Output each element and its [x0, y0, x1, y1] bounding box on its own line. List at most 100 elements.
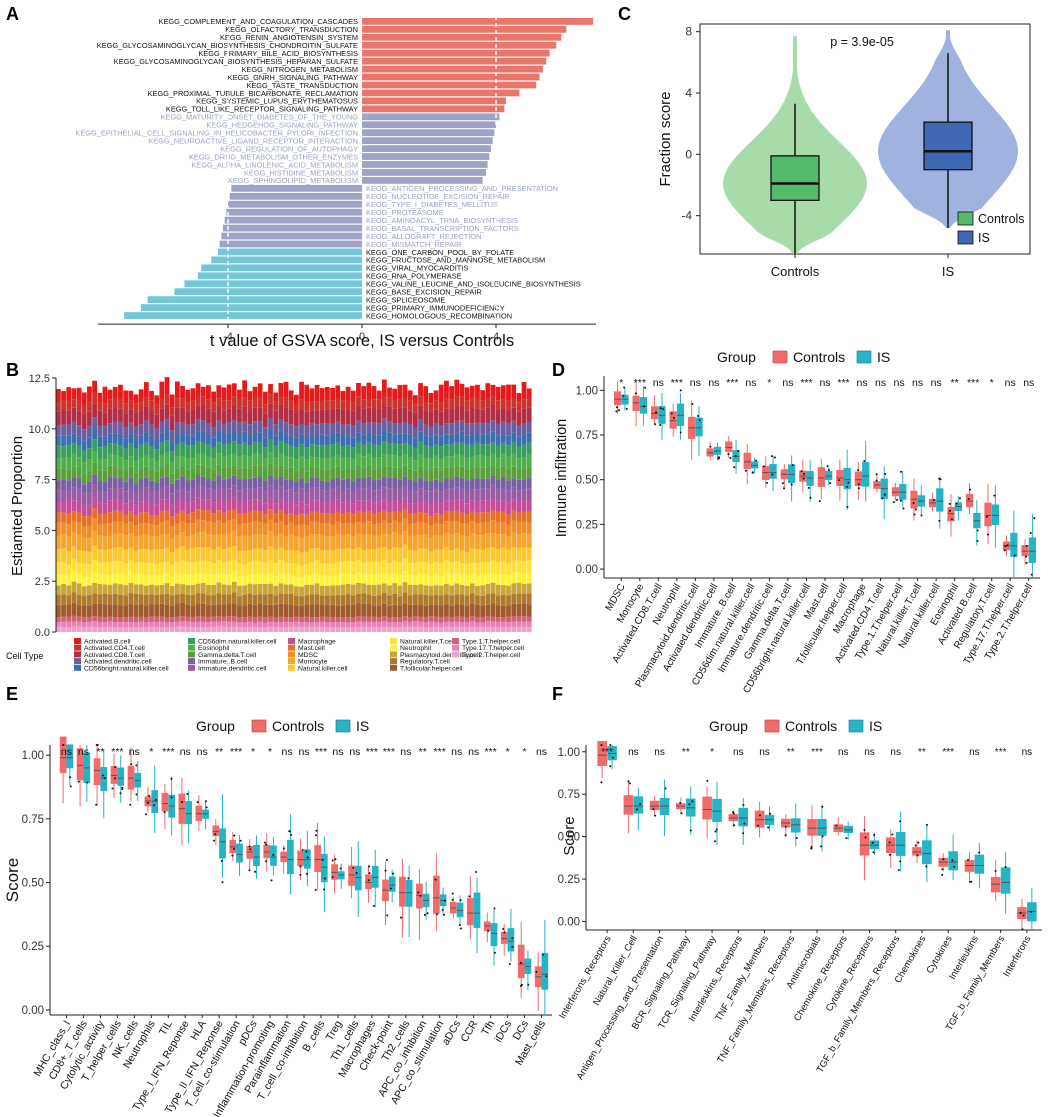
- y-tick-label: 1.00: [22, 750, 44, 762]
- significance-label: ***: [366, 746, 378, 758]
- stack-segment: [242, 455, 248, 468]
- outlier-dot: [625, 407, 628, 410]
- stack-segment: [516, 393, 522, 403]
- outlier-dot: [827, 469, 830, 472]
- box-controls: [416, 883, 423, 909]
- stack-segment: [87, 481, 92, 493]
- stack-segment: [402, 397, 408, 408]
- stack-segment: [449, 408, 454, 424]
- stack-segment: [397, 534, 403, 549]
- stack-segment: [480, 478, 486, 489]
- stack-segment: [526, 454, 532, 467]
- stack-segment: [521, 399, 527, 409]
- gsva-label: KEGG_VALINE_LEUCINE_AND_ISOLEUCINE_BIOSY…: [366, 280, 581, 289]
- stack-segment: [143, 397, 149, 407]
- stack-segment: [97, 481, 103, 491]
- stack-segment: [164, 593, 170, 605]
- stack-segment: [485, 398, 491, 408]
- stack-segment: [112, 617, 118, 623]
- stack-segment: [350, 584, 356, 596]
- stack-segment: [56, 585, 61, 595]
- significance-label: **: [918, 747, 926, 758]
- stack-segment: [444, 594, 449, 605]
- stack-segment: [242, 501, 248, 514]
- stack-segment: [366, 432, 372, 443]
- stack-segment: [423, 605, 429, 618]
- stack-segment: [356, 454, 361, 466]
- stack-segment: [397, 585, 403, 597]
- stack-segment: [190, 424, 196, 436]
- outlier-dot: [985, 515, 988, 518]
- stack-segment: [423, 402, 429, 411]
- stack-segment: [392, 604, 398, 618]
- significance-label: ns: [1022, 747, 1033, 758]
- stack-segment: [211, 447, 216, 459]
- stack-segment: [299, 617, 304, 623]
- stack-segment: [283, 593, 289, 605]
- outlier-dot: [732, 812, 735, 815]
- box-is: [790, 818, 801, 833]
- stack-segment: [495, 522, 501, 535]
- outlier-dot: [331, 876, 334, 879]
- stack-segment: [294, 515, 299, 525]
- stack-segment: [195, 561, 201, 574]
- stack-segment: [56, 425, 61, 436]
- stack-segment: [252, 421, 258, 433]
- stack-segment: [123, 427, 129, 439]
- outlier-dot: [154, 798, 157, 801]
- stack-segment: [175, 573, 180, 584]
- stack-segment: [143, 466, 149, 478]
- outlier-dot: [435, 913, 438, 916]
- stack-segment: [164, 561, 170, 574]
- stack-segment: [480, 535, 486, 550]
- stack-segment: [87, 621, 92, 627]
- stack-segment: [288, 513, 294, 523]
- legend-label: Eosinophil: [198, 645, 230, 652]
- outlier-dot: [829, 482, 832, 485]
- outlier-dot: [938, 477, 941, 480]
- stack-segment: [469, 533, 475, 549]
- stack-segment: [262, 550, 268, 563]
- legend-label: Plasmacytoid.dendritic.cell: [400, 652, 481, 659]
- stack-segment: [366, 487, 372, 501]
- stack-segment: [112, 477, 118, 488]
- stack-segment: [506, 585, 511, 596]
- stack-segment: [154, 438, 160, 450]
- outlier-dot: [1021, 928, 1024, 931]
- stack-segment: [340, 469, 346, 480]
- legend-swatch: [188, 638, 195, 644]
- stack-segment: [81, 414, 87, 430]
- stack-segment: [371, 574, 377, 586]
- stack-segment: [92, 621, 97, 627]
- outlier-dot: [623, 386, 626, 389]
- stack-segment: [247, 500, 253, 512]
- stack-segment: [454, 406, 460, 421]
- box-is: [473, 892, 481, 928]
- stack-segment: [221, 489, 227, 501]
- stack-segment: [133, 460, 139, 473]
- stack-segment: [195, 593, 201, 604]
- outlier-dot: [803, 472, 806, 475]
- stack-segment: [423, 435, 429, 446]
- panel-label-c: C: [618, 4, 631, 24]
- stack-segment: [495, 626, 501, 632]
- stack-segment: [371, 434, 377, 445]
- stack-segment: [418, 396, 423, 406]
- stack-segment: [216, 546, 222, 561]
- stack-segment: [81, 392, 87, 406]
- stack-segment: [407, 585, 413, 596]
- stack-segment: [231, 485, 237, 498]
- stack-segment: [231, 509, 237, 520]
- stack-segment: [195, 419, 201, 432]
- stack-segment: [511, 478, 517, 488]
- stack-segment: [66, 424, 72, 436]
- stack-segment: [387, 406, 392, 422]
- outlier-dot: [334, 858, 337, 861]
- legend-label: Activated.B.cell: [84, 639, 131, 646]
- stack-segment: [206, 467, 211, 479]
- stack-segment: [164, 419, 170, 431]
- stack-segment: [521, 533, 527, 548]
- stack-segment: [454, 476, 460, 488]
- stack-segment: [454, 626, 460, 632]
- stack-segment: [469, 521, 475, 534]
